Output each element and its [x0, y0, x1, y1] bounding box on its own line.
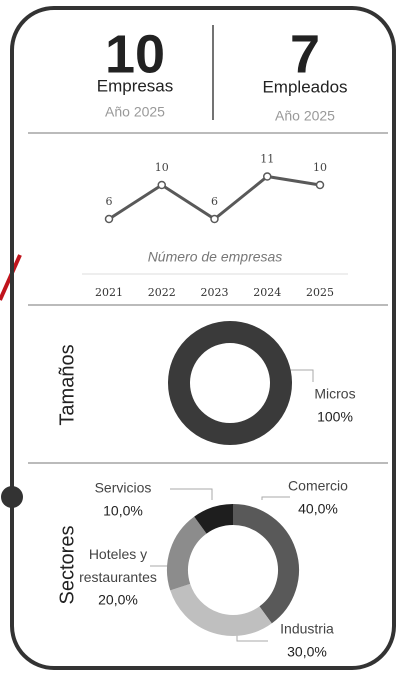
kpi-value: 7	[290, 24, 320, 84]
data-label: 10	[155, 161, 169, 174]
card	[10, 6, 396, 670]
x-tick-label: 2023	[201, 286, 229, 299]
chart-title: Tamaños	[56, 344, 78, 425]
point	[104, 214, 114, 224]
kpi-label: Empresas	[97, 76, 174, 95]
data-label: 6	[106, 195, 113, 208]
x-tick-label: 2022	[148, 286, 176, 299]
data-label: 10	[313, 161, 327, 174]
value-label: 20,0%	[98, 592, 138, 608]
x-tick-label: 2021	[95, 286, 123, 299]
leader-line	[170, 488, 213, 500]
value-label: 40,0%	[298, 501, 338, 517]
donut-segment	[170, 583, 272, 636]
value-label: 30,0%	[287, 644, 327, 660]
kpi-period: Año 2025	[105, 104, 165, 120]
donut-segment	[167, 516, 207, 591]
leader-line	[261, 496, 290, 500]
point	[210, 214, 219, 224]
data-label: 6	[211, 195, 218, 208]
donut-segment	[168, 321, 292, 445]
x-tick-label: 2025	[306, 286, 334, 299]
chart-title: Sectores	[56, 526, 78, 605]
category-label: Micros	[314, 386, 355, 402]
category-label: Hoteles y restaurantes	[79, 546, 157, 585]
category-label: Comercio	[288, 478, 348, 494]
category-label: Industria	[280, 621, 334, 637]
category-label: Servicios	[95, 480, 152, 496]
chart-title: Número de empresas	[148, 249, 283, 265]
point	[263, 172, 272, 181]
data-label: 11	[260, 153, 274, 166]
donut-segment	[194, 504, 234, 534]
value-label: 100%	[317, 409, 353, 425]
dot	[1, 486, 23, 508]
accent-line	[0, 254, 22, 301]
point	[315, 180, 325, 190]
kpi-value: 10	[105, 24, 165, 84]
kpi-label: Empleados	[262, 77, 347, 96]
x-tick-label: 2024	[253, 286, 281, 299]
kpi-period: Año 2025	[275, 108, 335, 124]
point	[157, 180, 166, 190]
value-label: 10,0%	[103, 503, 143, 519]
leader-line	[290, 369, 314, 382]
donut-segment	[232, 504, 299, 624]
